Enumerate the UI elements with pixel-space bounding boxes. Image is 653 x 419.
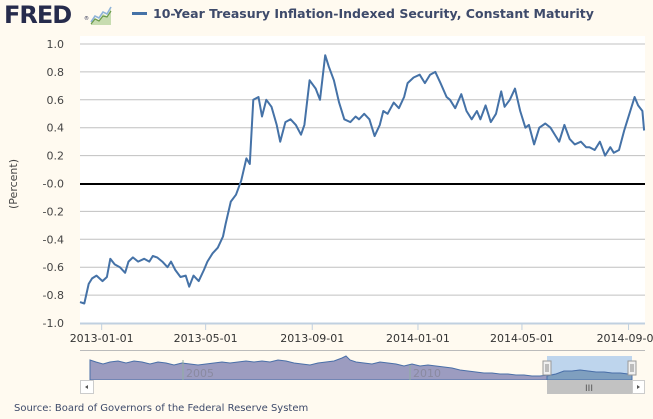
navigator-label-2005: 2005 <box>186 367 214 380</box>
series-line[interactable] <box>79 54 646 305</box>
source-note: Source: Board of Governors of the Federa… <box>14 403 309 414</box>
y-tick-label: 1.0 <box>47 38 65 51</box>
navigator-handle-right[interactable] <box>627 360 637 376</box>
y-tick-label: 0.8 <box>47 66 65 79</box>
x-tick-label: 2013-09-01 <box>280 332 344 345</box>
x-tick-label: 2014-01-01 <box>386 332 450 345</box>
x-tick-label: 2014-09-01 <box>597 332 653 345</box>
y-axis-ticks: 1.0 0.8 0.6 0.4 0.2 -0.0 -0.2 -0.4 -0.6 -0.8 -1.0 <box>43 38 64 330</box>
y-tick-label: -0.0 <box>43 178 64 191</box>
navigator[interactable]: 2005 2010 <box>80 350 645 381</box>
y-tick-label: -0.8 <box>43 289 64 302</box>
logo-text: FRED <box>4 1 72 29</box>
y-tick-label: -1.0 <box>43 317 64 330</box>
scroll-right-button[interactable] <box>632 380 645 394</box>
chart-legend[interactable]: 10-Year Treasury Inflation-Indexed Secur… <box>132 4 594 22</box>
navigator-label-2010: 2010 <box>413 367 441 380</box>
y-tick-label: 0.2 <box>47 150 65 163</box>
x-tick-label: 2013-05-01 <box>174 332 238 345</box>
plot-background <box>80 36 645 324</box>
scrollbar-thumb[interactable] <box>547 380 632 394</box>
fred-logo[interactable]: FRED ® <box>4 2 116 28</box>
y-tick-label: -0.2 <box>43 205 64 218</box>
fred-graph-icon <box>90 4 112 26</box>
y-tick-label: -0.6 <box>43 261 64 274</box>
y-tick-label: 0.4 <box>47 122 65 135</box>
registered-mark: ® <box>84 16 89 22</box>
legend-series-label: 10-Year Treasury Inflation-Indexed Secur… <box>153 5 594 21</box>
scroll-left-button[interactable] <box>80 380 94 394</box>
y-axis-title: (Percent) <box>7 159 20 209</box>
y-tick-label: 0.6 <box>47 94 65 107</box>
scrollbar[interactable]: III <box>80 380 645 394</box>
navigator-selected-area <box>546 369 633 381</box>
scrollbar-grip: III <box>585 384 593 394</box>
x-tick-label: 2013-01-01 <box>70 332 134 345</box>
navigator-handle-left[interactable] <box>542 360 552 376</box>
x-axis-ticks: 2013-01-01 2013-05-01 2013-09-01 2014-01-01… <box>70 324 653 345</box>
legend-series-swatch <box>132 11 147 15</box>
y-tick-label: -0.4 <box>43 233 64 246</box>
arrow-right-icon <box>637 385 640 389</box>
x-tick-label: 2014-05-01 <box>490 332 554 345</box>
arrow-left-icon <box>85 385 88 389</box>
scrollbar-track[interactable] <box>80 380 645 394</box>
